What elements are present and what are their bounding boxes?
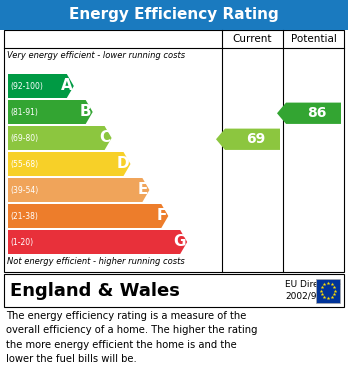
Text: (21-38): (21-38) <box>10 212 38 221</box>
Polygon shape <box>216 129 280 150</box>
Text: D: D <box>117 156 129 172</box>
Text: England & Wales: England & Wales <box>10 282 180 300</box>
Text: B: B <box>80 104 92 120</box>
Text: F: F <box>157 208 167 224</box>
Bar <box>0 0 348 30</box>
Text: 69: 69 <box>246 132 265 146</box>
Text: Energy Efficiency Rating: Energy Efficiency Rating <box>69 7 279 23</box>
Polygon shape <box>8 74 74 98</box>
Text: A: A <box>61 79 73 93</box>
Text: (1-20): (1-20) <box>10 237 33 246</box>
Text: Very energy efficient - lower running costs: Very energy efficient - lower running co… <box>7 51 185 60</box>
Polygon shape <box>277 102 341 124</box>
Text: Current: Current <box>233 34 272 44</box>
Polygon shape <box>8 230 187 254</box>
Polygon shape <box>8 152 130 176</box>
Text: (92-100): (92-100) <box>10 81 43 90</box>
Text: (39-54): (39-54) <box>10 185 38 194</box>
Text: Potential: Potential <box>291 34 337 44</box>
Text: C: C <box>100 131 111 145</box>
Text: (81-91): (81-91) <box>10 108 38 117</box>
Polygon shape <box>8 178 149 202</box>
Text: G: G <box>174 235 186 249</box>
Text: Not energy efficient - higher running costs: Not energy efficient - higher running co… <box>7 257 185 266</box>
Polygon shape <box>8 100 93 124</box>
Text: (69-80): (69-80) <box>10 133 38 142</box>
Text: E: E <box>138 183 148 197</box>
Polygon shape <box>8 204 168 228</box>
Bar <box>4 30 344 272</box>
Bar <box>4 274 344 307</box>
Bar <box>316 278 340 303</box>
Text: (55-68): (55-68) <box>10 160 38 169</box>
Text: The energy efficiency rating is a measure of the
overall efficiency of a home. T: The energy efficiency rating is a measur… <box>6 311 258 364</box>
Text: EU Directive
2002/91/EC: EU Directive 2002/91/EC <box>285 280 341 301</box>
Polygon shape <box>8 126 112 150</box>
Text: 86: 86 <box>307 106 326 120</box>
